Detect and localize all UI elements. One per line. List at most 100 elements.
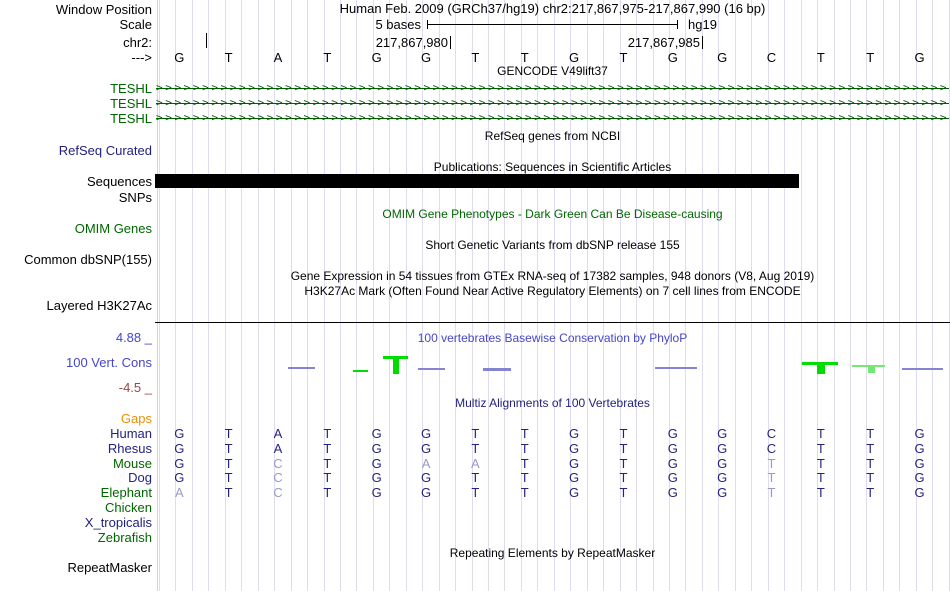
grid-guideline bbox=[718, 0, 720, 591]
alignment-base: T bbox=[816, 455, 825, 471]
gene-intron-arrows[interactable]: >>>>>>>>>>>>>>>>>>>>>>>>>>>>>>>>>>>>>>>>… bbox=[156, 112, 949, 124]
alignment-base: T bbox=[471, 470, 480, 486]
alignment-base: G bbox=[371, 485, 382, 501]
track-title-publications[interactable]: Publications: Sequences in Scientific Ar… bbox=[433, 160, 672, 174]
track-title-phylop[interactable]: 100 vertebrates Basewise Conservation by… bbox=[417, 331, 688, 345]
track-label-omim-genes[interactable]: OMIM Genes bbox=[74, 221, 152, 236]
alignment-base: G bbox=[914, 440, 925, 456]
track-title-gtex[interactable]: Gene Expression in 54 tissues from GTEx … bbox=[290, 269, 815, 283]
multiz-species-label[interactable]: Elephant bbox=[100, 485, 152, 501]
position-tick bbox=[702, 36, 703, 49]
phylop-mark-stem bbox=[817, 365, 825, 374]
alignment-base: T bbox=[520, 470, 529, 486]
track-title-refseq[interactable]: RefSeq genes from NCBI bbox=[484, 129, 621, 143]
alignment-base: T bbox=[866, 470, 875, 486]
alignment-base: T bbox=[866, 426, 875, 441]
grid-guideline bbox=[504, 0, 506, 591]
track-label-gaps[interactable]: Gaps bbox=[120, 411, 152, 426]
track-label-vert-cons[interactable]: 100 Vert. Cons bbox=[66, 355, 152, 370]
strand-direction-label[interactable]: ---> bbox=[131, 50, 152, 65]
alignment-base: T bbox=[619, 470, 628, 486]
alignment-base: A bbox=[421, 455, 431, 471]
phylop-mark bbox=[655, 367, 697, 369]
phylop-mark bbox=[483, 368, 511, 371]
publications-sequence-feature-bar[interactable] bbox=[155, 174, 799, 188]
sequence-base: T bbox=[816, 50, 825, 65]
track-title-h3k27ac[interactable]: H3K27Ac Mark (Often Found Near Active Re… bbox=[304, 284, 801, 298]
track-label-layered-h3k27ac[interactable]: Layered H3K27Ac bbox=[46, 298, 152, 313]
sequence-base: G bbox=[914, 50, 925, 65]
grid-guideline bbox=[191, 0, 193, 591]
gene-intron-arrows[interactable]: >>>>>>>>>>>>>>>>>>>>>>>>>>>>>>>>>>>>>>>>… bbox=[156, 97, 949, 109]
grid-guideline bbox=[257, 0, 259, 591]
alignment-base: T bbox=[471, 440, 480, 456]
alignment-base: G bbox=[667, 455, 678, 471]
track-title-repeatmasker[interactable]: Repeating Elements by RepeatMasker bbox=[449, 546, 656, 560]
multiz-species-label[interactable]: Zebrafish bbox=[97, 529, 152, 545]
phylop-scale-min: -4.5 _ bbox=[118, 380, 152, 395]
alignment-base: T bbox=[520, 440, 529, 456]
phylop-mark bbox=[288, 367, 315, 369]
alignment-base: G bbox=[667, 440, 678, 456]
position-tick bbox=[206, 33, 207, 48]
alignment-base: T bbox=[471, 426, 480, 441]
sequence-base: T bbox=[520, 50, 529, 65]
alignment-base: G bbox=[174, 470, 185, 486]
alignment-base: T bbox=[767, 455, 776, 471]
grid-guideline bbox=[224, 0, 226, 591]
track-title-gencode[interactable]: GENCODE V49lift37 bbox=[497, 64, 608, 78]
track-label-dbsnp[interactable]: Common dbSNP(155) bbox=[24, 252, 152, 267]
multiz-species-label[interactable]: Chicken bbox=[105, 500, 152, 515]
grid-guideline bbox=[866, 0, 868, 591]
alignment-base: C bbox=[273, 470, 283, 486]
grid-guideline bbox=[356, 0, 358, 591]
alignment-base: A bbox=[273, 426, 283, 441]
gene-label-teshl[interactable]: TESHL bbox=[110, 96, 152, 111]
track-title-dbsnp[interactable]: Short Genetic Variants from dbSNP releas… bbox=[425, 238, 680, 252]
track-title-omim[interactable]: OMIM Gene Phenotypes - Dark Green Can Be… bbox=[382, 207, 723, 221]
track-label-repeatmasker[interactable]: RepeatMasker bbox=[67, 560, 152, 575]
grid-guideline bbox=[817, 0, 818, 591]
track-label-snps[interactable]: SNPs bbox=[118, 190, 152, 205]
alignment-base: T bbox=[816, 440, 825, 456]
alignment-base: A bbox=[471, 455, 480, 471]
alignment-base: T bbox=[520, 485, 529, 501]
multiz-species-label[interactable]: X_tropicalis bbox=[84, 514, 152, 530]
gene-label-teshl[interactable]: TESHL bbox=[110, 81, 152, 96]
grid-guideline bbox=[208, 0, 210, 591]
scale-label: Scale bbox=[119, 17, 152, 32]
track-title-multiz[interactable]: Multiz Alignments of 100 Vertebrates bbox=[455, 396, 650, 410]
window-position-label: Window Position bbox=[55, 2, 152, 17]
grid-guideline bbox=[833, 0, 835, 591]
alignment-base: G bbox=[717, 470, 728, 486]
grid-guideline bbox=[175, 0, 177, 591]
alignment-base: G bbox=[569, 440, 580, 456]
position-tick bbox=[450, 36, 451, 49]
multiz-species-label[interactable]: Rhesus bbox=[107, 440, 152, 456]
grid-guideline bbox=[734, 0, 736, 591]
alignment-base: T bbox=[866, 485, 875, 501]
grid-guideline bbox=[455, 0, 457, 591]
alignment-base: G bbox=[667, 485, 678, 501]
alignment-base: T bbox=[224, 485, 233, 501]
multiz-species-label[interactable]: Dog bbox=[128, 470, 152, 486]
multiz-species-label[interactable]: Human bbox=[110, 426, 152, 441]
gene-label-teshl[interactable]: TESHL bbox=[110, 111, 152, 126]
multiz-species-label[interactable]: Mouse bbox=[112, 455, 152, 471]
alignment-base: G bbox=[717, 426, 728, 441]
track-label-sequences[interactable]: Sequences bbox=[86, 174, 152, 189]
alignment-base: G bbox=[569, 470, 580, 486]
alignment-base: G bbox=[174, 440, 185, 456]
grid-guideline bbox=[488, 0, 489, 591]
alignment-base: G bbox=[667, 426, 678, 441]
phylop-mark bbox=[383, 356, 408, 374]
window-position-value: Human Feb. 2009 (GRCh37/hg19) chr2:217,8… bbox=[339, 1, 766, 16]
gene-intron-arrows[interactable]: >>>>>>>>>>>>>>>>>>>>>>>>>>>>>>>>>>>>>>>>… bbox=[156, 82, 949, 94]
chromosome-label: chr2: bbox=[123, 35, 152, 50]
grid-guideline bbox=[669, 0, 670, 591]
grid-guideline bbox=[570, 0, 572, 591]
alignment-base: T bbox=[619, 440, 628, 456]
alignment-base: G bbox=[569, 426, 580, 441]
track-label-refseq-curated[interactable]: RefSeq Curated bbox=[58, 143, 152, 158]
